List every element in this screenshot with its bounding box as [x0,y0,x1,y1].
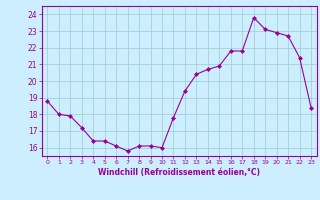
X-axis label: Windchill (Refroidissement éolien,°C): Windchill (Refroidissement éolien,°C) [98,168,260,177]
